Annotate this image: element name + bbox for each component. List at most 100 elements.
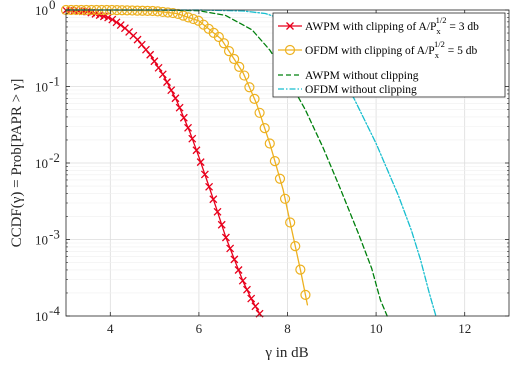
circle-marker <box>188 13 199 25</box>
circle-marker <box>285 217 296 228</box>
circle-marker <box>239 70 250 81</box>
x-marker <box>286 22 294 30</box>
circle-marker <box>223 46 235 57</box>
x-marker <box>163 78 171 87</box>
circle-marker <box>213 31 224 43</box>
x-marker <box>247 294 256 303</box>
y-tick-exponent: 0 <box>49 0 56 12</box>
x-marker <box>150 57 159 66</box>
y-axis-label: CCDF(γ) = Prob[PAPR > γ] <box>9 79 25 248</box>
x-marker <box>205 182 214 191</box>
legend-entry-1: AWPM with clipping of A/Px1/2 = 3 db <box>278 15 479 36</box>
x-marker <box>116 21 125 30</box>
circle-marker <box>142 5 153 16</box>
circle-marker <box>249 93 260 105</box>
legend-label-part: 1/2 <box>436 15 447 25</box>
legend-entry-2: OFDM with clipping of A/Px1/2 = 5 db <box>278 39 477 60</box>
legend-label: OFDM with clipping of A/Px1/2 = 5 db <box>305 39 477 60</box>
x-marker <box>146 50 155 59</box>
legend-label: OFDM without clipping <box>305 84 417 96</box>
x-tick-label: 8 <box>284 321 291 336</box>
circle-marker <box>295 264 306 275</box>
circle-marker <box>147 5 158 17</box>
x-marker <box>184 123 193 132</box>
legend-entry-4: OFDM without clipping <box>278 84 417 96</box>
legend-box <box>272 12 506 98</box>
y-tick-label: 10 <box>35 233 48 248</box>
x-marker <box>234 266 243 274</box>
y-tick-base: 10 <box>35 309 48 324</box>
x-marker <box>112 18 121 27</box>
x-marker <box>238 276 247 285</box>
circle-marker <box>269 156 280 167</box>
circle-marker <box>300 289 311 300</box>
circle-marker <box>244 82 255 93</box>
legend-label-part: 1/2 <box>434 39 445 49</box>
circle-marker <box>183 12 194 23</box>
legend-entry-3: AWPM without clipping <box>278 70 419 82</box>
y-tick-label: 10 <box>35 80 48 95</box>
y-tick-exponent: -4 <box>49 303 60 318</box>
y-tick-exponent: -1 <box>49 74 60 89</box>
circle-marker <box>178 10 189 21</box>
x-marker <box>154 63 163 72</box>
x-marker <box>243 285 251 294</box>
circle-marker <box>137 5 148 16</box>
circle-marker <box>234 61 245 72</box>
legend-label: AWPM without clipping <box>305 70 419 82</box>
series-1 <box>62 6 264 318</box>
x-marker <box>217 220 226 229</box>
x-marker <box>200 170 209 179</box>
circle-marker <box>229 53 240 65</box>
x-marker <box>108 15 117 24</box>
circle-marker <box>284 44 296 56</box>
circle-marker <box>290 241 301 252</box>
x-tick-label: 4 <box>107 321 114 336</box>
x-marker <box>158 70 167 79</box>
x-tick-label: 12 <box>458 321 471 336</box>
y-tick-exponent: -2 <box>49 150 60 165</box>
x-marker <box>213 207 222 216</box>
y-tick-base: 10 <box>35 233 48 248</box>
circle-marker <box>152 6 163 17</box>
x-marker <box>221 233 230 242</box>
x-marker <box>167 86 176 95</box>
circle-marker <box>218 38 230 49</box>
legend-label: AWPM with clipping of A/Px1/2 = 3 db <box>305 15 479 36</box>
y-tick-label: 10 <box>35 156 48 171</box>
y-tick-base: 10 <box>35 80 48 95</box>
legend-label-part: AWPM with clipping of A/P <box>305 21 436 33</box>
x-marker <box>104 13 113 22</box>
legend: AWPM with clipping of A/Px1/2 = 3 dbOFDM… <box>272 12 506 98</box>
y-tick-label: 10 <box>35 309 48 324</box>
legend-label-part: = 5 db <box>445 45 478 57</box>
circle-marker <box>254 107 265 118</box>
x-marker <box>209 195 218 204</box>
circle-marker <box>259 123 270 134</box>
y-tick-base: 10 <box>35 3 48 18</box>
circle-marker <box>157 6 168 18</box>
circle-marker <box>167 7 179 19</box>
x-axis-label: γ in dB <box>264 345 308 361</box>
circle-marker <box>162 7 173 18</box>
y-tick-exponent: -3 <box>49 227 60 242</box>
x-marker <box>230 255 239 264</box>
x-marker <box>179 113 188 122</box>
legend-label-part: x <box>435 50 440 60</box>
legend-label-part: = 3 db <box>446 21 479 33</box>
x-marker <box>251 302 260 311</box>
x-marker <box>175 103 184 112</box>
circle-marker <box>264 138 275 149</box>
circle-marker <box>274 173 286 184</box>
x-marker <box>171 94 180 103</box>
y-tick-label: 10 <box>35 3 48 18</box>
x-tick-label: 10 <box>370 321 383 336</box>
series-line <box>65 9 309 306</box>
x-marker <box>188 134 197 143</box>
x-marker <box>226 244 235 253</box>
legend-label-part: x <box>436 26 441 36</box>
x-marker <box>196 158 205 167</box>
ticks <box>66 9 509 317</box>
